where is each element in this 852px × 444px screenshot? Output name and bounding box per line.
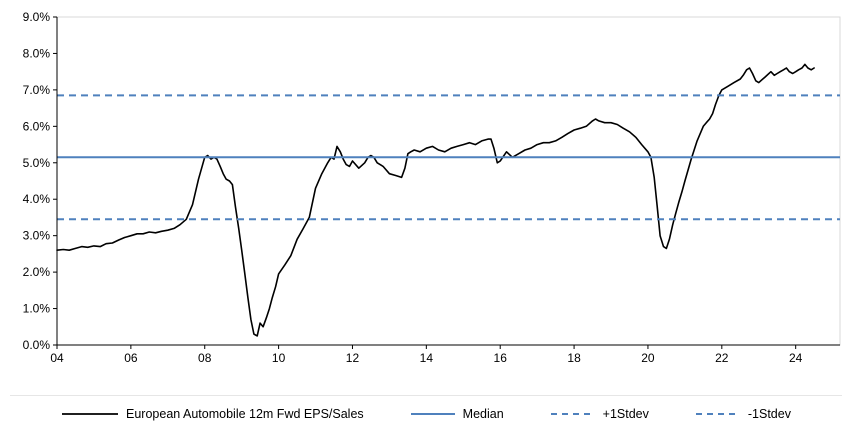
svg-text:8.0%: 8.0%: [23, 46, 51, 60]
legend-label-plus-stdev: +1Stdev: [602, 407, 649, 421]
legend-line-sample-plus-stdev: [550, 413, 595, 415]
svg-text:10: 10: [272, 351, 286, 365]
legend-item-eps-sales: European Automobile 12m Fwd EPS/Sales: [61, 407, 364, 421]
legend-line-sample-median: [410, 413, 455, 415]
svg-text:9.0%: 9.0%: [23, 10, 51, 24]
svg-text:24: 24: [789, 351, 803, 365]
svg-text:2.0%: 2.0%: [23, 265, 51, 279]
line-chart-plot: 0.0% 1.0% 2.0% 3.0% 4.0% 5.0% 6.0% 7.0% 8.0% 9.0%…: [23, 10, 841, 365]
svg-text:18: 18: [567, 351, 581, 365]
svg-text:4.0%: 4.0%: [23, 192, 51, 206]
chart-legend: European Automobile 12m Fwd EPS/Sales Me…: [10, 395, 842, 421]
legend-item-median: Median: [410, 407, 504, 421]
legend-line-sample-series: [62, 413, 119, 415]
svg-text:0.0%: 0.0%: [23, 338, 51, 352]
svg-text:04: 04: [50, 351, 64, 365]
legend-label-median: Median: [462, 407, 504, 421]
svg-text:22: 22: [715, 351, 729, 365]
svg-text:7.0%: 7.0%: [23, 83, 51, 97]
legend-line-sample-minus-stdev: [695, 413, 740, 415]
legend-label-eps-sales: European Automobile 12m Fwd EPS/Sales: [126, 407, 364, 421]
legend-label-minus-stdev: -1Stdev: [747, 407, 791, 421]
svg-text:5.0%: 5.0%: [23, 156, 51, 170]
svg-text:14: 14: [420, 351, 434, 365]
svg-text:06: 06: [124, 351, 138, 365]
svg-text:08: 08: [198, 351, 212, 365]
svg-text:12: 12: [346, 351, 360, 365]
svg-text:16: 16: [494, 351, 508, 365]
legend-item-plus-stdev: +1Stdev: [550, 407, 649, 421]
chart-container: 0.0% 1.0% 2.0% 3.0% 4.0% 5.0% 6.0% 7.0% 8.0% 9.0%…: [10, 10, 842, 421]
svg-text:6.0%: 6.0%: [23, 119, 51, 133]
svg-text:20: 20: [641, 351, 655, 365]
svg-text:1.0%: 1.0%: [23, 302, 51, 316]
svg-text:3.0%: 3.0%: [23, 229, 51, 243]
legend-item-minus-stdev: -1Stdev: [695, 407, 791, 421]
